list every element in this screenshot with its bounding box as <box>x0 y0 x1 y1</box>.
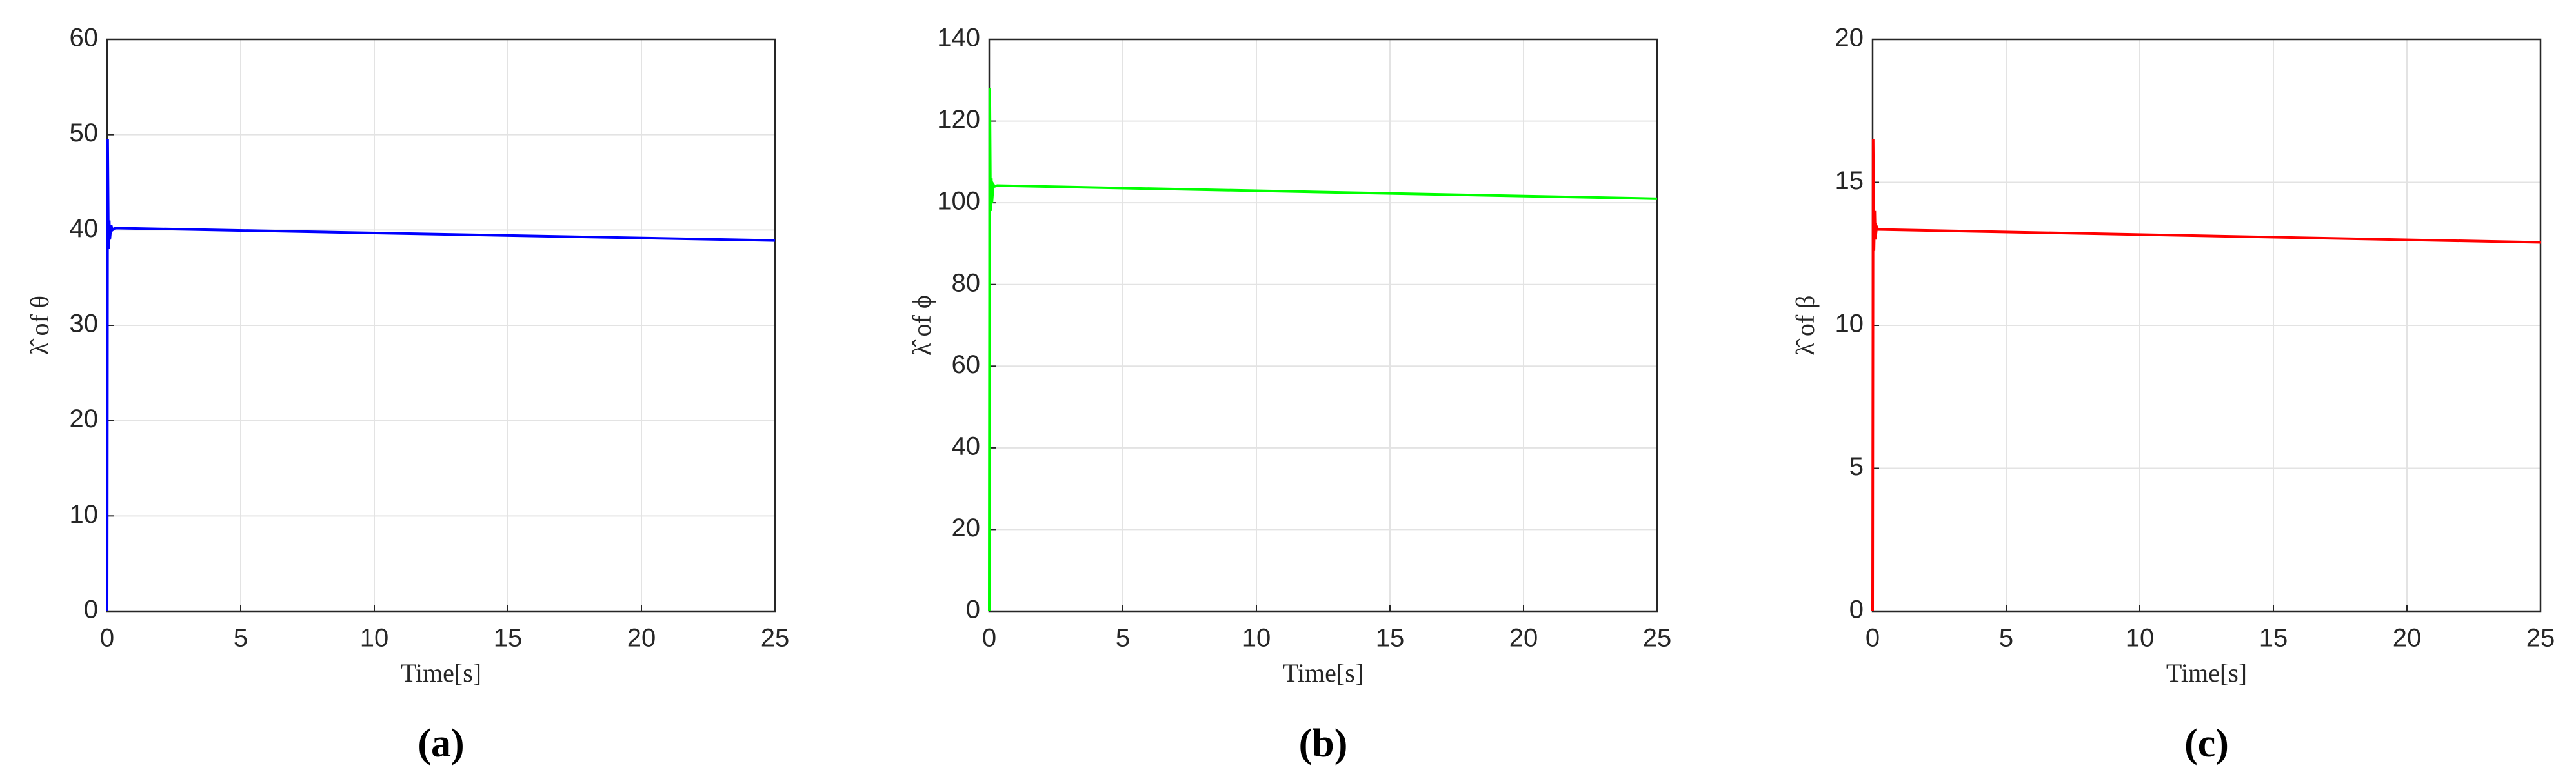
x-tick-label: 10 <box>2126 624 2155 653</box>
x-axis-label: Time[s] <box>401 658 481 687</box>
caption: (c) <box>2184 722 2229 766</box>
y-tick-label: 15 <box>1835 167 1864 195</box>
x-tick-label: 15 <box>1376 624 1405 653</box>
data-line <box>106 139 776 612</box>
y-tick-label: 0 <box>84 596 98 624</box>
data-line <box>1871 139 2541 612</box>
x-tick-label: 0 <box>1866 624 1880 653</box>
x-axis-label: Time[s] <box>2166 658 2247 687</box>
x-tick-label: 0 <box>100 624 114 653</box>
y-tick-label: 20 <box>1835 24 1864 52</box>
y-tick-label: 30 <box>70 310 99 338</box>
x-tick-label: 5 <box>234 624 248 653</box>
y-tick-label: 80 <box>952 269 981 297</box>
y-axis-label: λ̂ of θ <box>25 296 54 355</box>
x-tick-label: 20 <box>2393 624 2422 653</box>
y-tick-label: 60 <box>70 24 99 52</box>
x-tick-label: 15 <box>2259 624 2288 653</box>
y-tick-label: 40 <box>70 214 99 243</box>
y-tick-label: 0 <box>966 596 980 624</box>
x-axis-label: Time[s] <box>1283 658 1363 687</box>
y-tick-label: 120 <box>937 105 980 134</box>
x-tick-label: 5 <box>1999 624 2013 653</box>
x-tick-label: 25 <box>761 624 790 653</box>
x-tick-label: 25 <box>2526 624 2555 653</box>
x-tick-label: 20 <box>627 624 656 653</box>
y-tick-label: 140 <box>937 24 980 52</box>
y-tick-label: 10 <box>70 500 99 529</box>
y-tick-label: 60 <box>952 350 981 379</box>
data-line <box>988 88 1658 612</box>
x-tick-label: 0 <box>982 624 996 653</box>
caption: (a) <box>418 722 464 766</box>
y-tick-label: 100 <box>937 187 980 216</box>
x-tick-label: 20 <box>1509 624 1538 653</box>
y-tick-label: 20 <box>70 405 99 433</box>
y-tick-label: 5 <box>1849 452 1864 481</box>
x-tick-label: 10 <box>1242 624 1271 653</box>
y-axis-label: λ̂ of ϕ <box>907 295 936 356</box>
plot-area <box>989 39 1657 611</box>
y-tick-label: 20 <box>952 514 981 542</box>
x-tick-label: 25 <box>1643 624 1672 653</box>
y-tick-label: 10 <box>1835 310 1864 338</box>
y-tick-label: 0 <box>1849 596 1864 624</box>
x-tick-label: 10 <box>360 624 389 653</box>
x-tick-label: 15 <box>494 624 523 653</box>
y-tick-label: 50 <box>70 119 99 147</box>
y-tick-label: 40 <box>952 432 981 460</box>
caption: (b) <box>1299 722 1348 766</box>
y-axis-label: λ̂ of β <box>1791 295 1820 355</box>
x-tick-label: 5 <box>1116 624 1130 653</box>
